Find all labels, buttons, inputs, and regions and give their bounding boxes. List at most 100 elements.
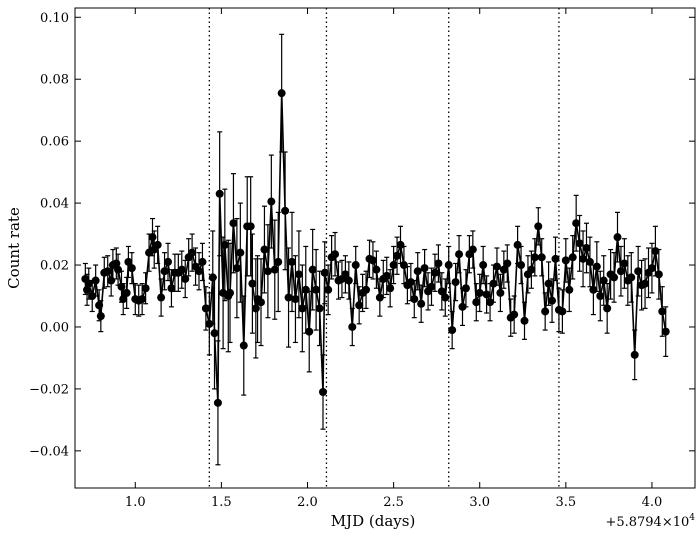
data-point (641, 279, 650, 288)
data-point (444, 261, 453, 270)
x-tick-label: 1.5 (211, 495, 232, 510)
data-point (103, 267, 112, 276)
data-point (210, 329, 219, 338)
data-point (537, 253, 546, 262)
data-point (479, 261, 488, 270)
data-point (372, 265, 381, 274)
data-point (455, 250, 464, 259)
data-point (386, 284, 395, 293)
x-offset-base: +5.8794×10 (605, 515, 689, 530)
count-rate-line (84, 93, 667, 403)
data-point (548, 296, 557, 305)
data-point (167, 284, 176, 293)
data-point (226, 288, 234, 297)
data-point (651, 247, 660, 256)
data-point (267, 197, 276, 206)
data-point (575, 239, 584, 248)
x-tick-label: 4.0 (642, 495, 663, 510)
data-point (153, 240, 162, 249)
data-point (312, 285, 321, 294)
data-point (205, 319, 214, 328)
y-tick-label: 0.10 (40, 11, 69, 26)
data-point (232, 264, 241, 273)
data-point (201, 304, 210, 313)
data-point (195, 267, 203, 276)
data-point (499, 265, 508, 274)
data-point (475, 288, 484, 297)
data-point (351, 261, 360, 270)
data-point (389, 261, 398, 270)
data-point (305, 327, 314, 336)
data-point (208, 273, 217, 282)
data-point (461, 284, 470, 293)
data-point (319, 388, 327, 396)
data-point (107, 276, 116, 285)
y-tick-label: 0.04 (40, 197, 69, 212)
y-axis-ticks: −0.04 −0.02 0.00 0.02 0.04 0.06 0.08 0.10 (29, 11, 695, 459)
data-point (572, 219, 581, 228)
data-point (284, 293, 293, 302)
data-point (164, 257, 172, 266)
data-point (301, 285, 310, 294)
data-point (315, 304, 324, 313)
x-tick-label: 2.0 (297, 495, 318, 510)
data-point (561, 256, 570, 265)
data-point (84, 279, 93, 288)
data-point (544, 279, 553, 288)
data-point (393, 251, 402, 260)
data-point (458, 302, 467, 311)
data-point (160, 267, 169, 276)
x-offset-exponent: 4 (689, 513, 695, 523)
data-point (95, 301, 104, 310)
data-point (114, 265, 123, 274)
data-point (558, 307, 567, 316)
data-point (486, 298, 495, 307)
data-point (148, 233, 157, 242)
data-point (513, 240, 522, 249)
data-point (627, 273, 636, 282)
data-point (382, 271, 391, 280)
data-point (229, 219, 238, 228)
data-point (496, 288, 505, 297)
x-tick-label: 3.5 (555, 495, 576, 510)
data-markers (81, 89, 670, 407)
data-point (248, 279, 257, 288)
y-tick-label: 0.02 (40, 259, 69, 274)
data-point (119, 295, 128, 304)
data-point (420, 264, 429, 273)
data-point (510, 310, 519, 319)
data-point (437, 287, 446, 296)
data-point (596, 292, 605, 300)
data-point (375, 293, 384, 302)
data-point (355, 301, 364, 310)
data-point (215, 189, 224, 198)
data-point (260, 245, 269, 254)
data-point (620, 259, 629, 268)
data-point (138, 295, 147, 304)
data-point (634, 267, 643, 276)
data-point (341, 270, 350, 279)
data-point (362, 285, 371, 294)
data-point (220, 240, 229, 249)
data-point (482, 290, 491, 299)
data-point (568, 253, 577, 262)
data-point (324, 285, 333, 294)
data-point (291, 295, 300, 304)
y-tick-label: 0.06 (40, 135, 69, 150)
data-point (451, 278, 460, 287)
plot-frame (74, 7, 696, 489)
data-point (308, 265, 317, 274)
data-point (281, 206, 290, 215)
data-point (263, 267, 272, 276)
data-point (489, 279, 498, 288)
y-tick-label: −0.04 (29, 444, 69, 459)
data-point (348, 322, 357, 331)
data-point (91, 276, 100, 285)
data-point (157, 293, 166, 302)
data-point (413, 267, 422, 276)
data-point (534, 222, 543, 231)
data-point (368, 256, 377, 265)
data-point (181, 274, 190, 283)
y-tick-label: 0.00 (40, 320, 69, 335)
